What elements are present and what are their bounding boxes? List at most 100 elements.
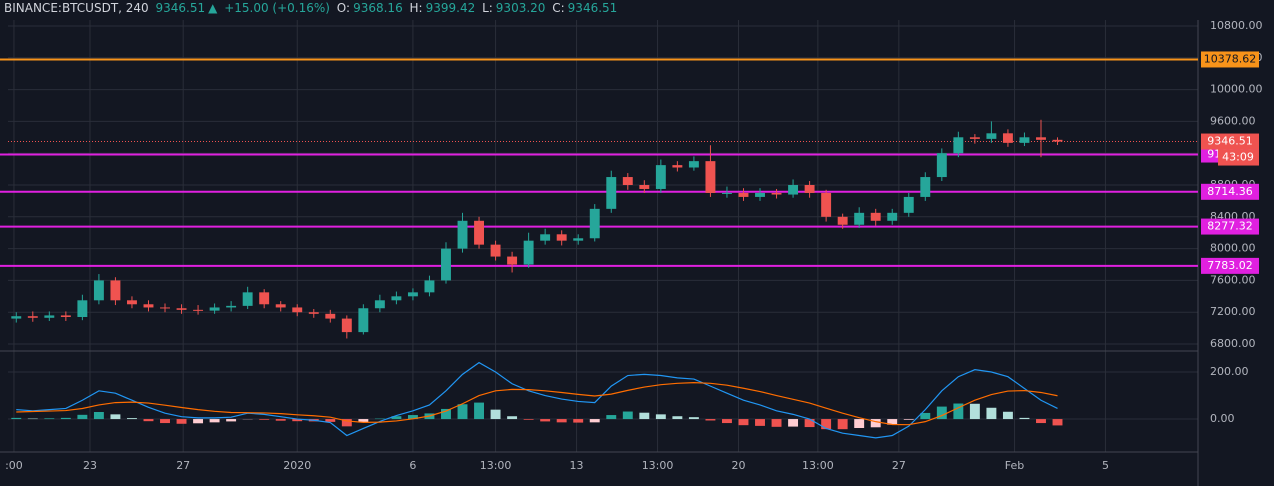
l: 9303.20: [495, 1, 546, 15]
histogram-bar: [44, 418, 55, 420]
countdown-label: 43:09: [1222, 151, 1254, 164]
change: +15.00 (+0.16%): [224, 1, 330, 15]
x-tick-label: 13: [570, 459, 584, 472]
histogram-bar: [457, 404, 468, 420]
histogram-bar: [705, 419, 716, 421]
histogram-bar: [259, 419, 270, 420]
macd-line: [16, 361, 1058, 439]
histogram-bar: [722, 419, 732, 424]
candle-body: [27, 316, 38, 318]
symbol: BINANCE:BTCUSDT, 240: [4, 1, 149, 15]
candle-body: [936, 153, 947, 178]
histogram-bar: [589, 419, 600, 423]
histogram-bar: [441, 408, 451, 420]
histogram-bar: [672, 416, 683, 420]
candle-body: [292, 307, 303, 313]
candle-body: [688, 161, 699, 168]
l-label: L:: [482, 1, 493, 15]
candle-body: [738, 192, 749, 197]
histogram-bar: [556, 419, 567, 423]
histogram-bar: [804, 419, 815, 428]
candle-body: [93, 280, 104, 301]
candle-body: [1052, 139, 1063, 142]
histogram-bar: [771, 419, 782, 427]
candle-body: [242, 292, 253, 306]
histogram-bar: [870, 419, 881, 428]
candle-body: [969, 137, 980, 139]
histogram-bar: [60, 417, 71, 420]
histogram-bar: [391, 416, 402, 420]
candle-body: [44, 315, 55, 318]
candle-body: [788, 185, 799, 195]
histogram-bar: [407, 415, 418, 420]
candle-body: [110, 280, 121, 301]
histogram-bar: [887, 419, 898, 425]
candle-body: [424, 280, 435, 293]
candle-body: [903, 196, 914, 213]
histogram-bar: [837, 419, 848, 430]
candle-body: [639, 185, 650, 189]
y-tick-label: 8000.00: [1210, 242, 1256, 255]
histogram-bar: [110, 414, 121, 420]
candle-body: [1036, 137, 1046, 140]
candle-body: [193, 309, 204, 311]
candle-body: [771, 192, 782, 195]
candle-body: [374, 300, 385, 309]
c-label: C:: [552, 1, 565, 15]
x-tick-label: Feb: [1005, 459, 1024, 472]
histogram-bar: [936, 406, 947, 420]
y-tick-label: 7600.00: [1210, 273, 1256, 286]
candle-body: [837, 216, 848, 225]
candle-body: [705, 161, 716, 193]
histogram-bar: [1002, 411, 1013, 420]
candle-body: [11, 316, 22, 319]
histogram-bar: [292, 419, 303, 422]
countdown-tag: [1218, 149, 1259, 166]
candle-body: [341, 318, 352, 333]
y2-tick-label: 0.00: [1210, 412, 1235, 425]
level-tag: [1201, 218, 1259, 235]
h-label: H:: [409, 1, 423, 15]
candle-body: [60, 315, 71, 317]
x-tick-label: 5: [1102, 459, 1109, 472]
histogram-bar: [622, 411, 633, 420]
histogram-bar: [540, 419, 551, 422]
histogram-bar: [639, 412, 650, 420]
histogram-bar: [160, 419, 170, 424]
histogram-bar: [127, 418, 137, 420]
o-label: O:: [336, 1, 351, 15]
y-tick-label: 10000.00: [1210, 83, 1263, 96]
x-tick-label: 27: [892, 459, 906, 472]
candle-body: [755, 192, 765, 197]
histogram-bar: [986, 407, 997, 420]
histogram-bar: [903, 419, 914, 420]
histogram-bar: [1052, 419, 1063, 426]
candle-body: [986, 133, 997, 139]
candle-body: [490, 244, 501, 257]
candle-body: [441, 248, 451, 281]
candle-body: [127, 300, 137, 305]
candle-body: [325, 313, 336, 319]
candle-body: [77, 300, 88, 317]
histogram-bar: [474, 402, 484, 420]
candle-body: [573, 238, 584, 241]
x-tick-label: 23: [83, 459, 97, 472]
histogram-bar: [573, 419, 584, 423]
level-tag-label: 10378.62: [1204, 52, 1257, 65]
candle-body: [507, 256, 518, 265]
candle-body: [622, 177, 633, 185]
histogram-bar: [341, 419, 352, 427]
x-tick-label: 2020: [283, 459, 311, 472]
x-tick-label: 13:00: [802, 459, 834, 472]
histogram-bar: [77, 414, 88, 420]
candle-body: [308, 312, 319, 314]
histogram-bar: [143, 419, 154, 422]
candle-body: [887, 212, 898, 221]
candle-body: [870, 212, 881, 221]
candle-body: [722, 192, 732, 194]
histogram-bar: [920, 412, 931, 420]
histogram-bar: [854, 419, 865, 428]
x-tick-label: 6: [409, 459, 416, 472]
x-tick-label: 27: [176, 459, 190, 472]
histogram-bar: [325, 419, 336, 422]
